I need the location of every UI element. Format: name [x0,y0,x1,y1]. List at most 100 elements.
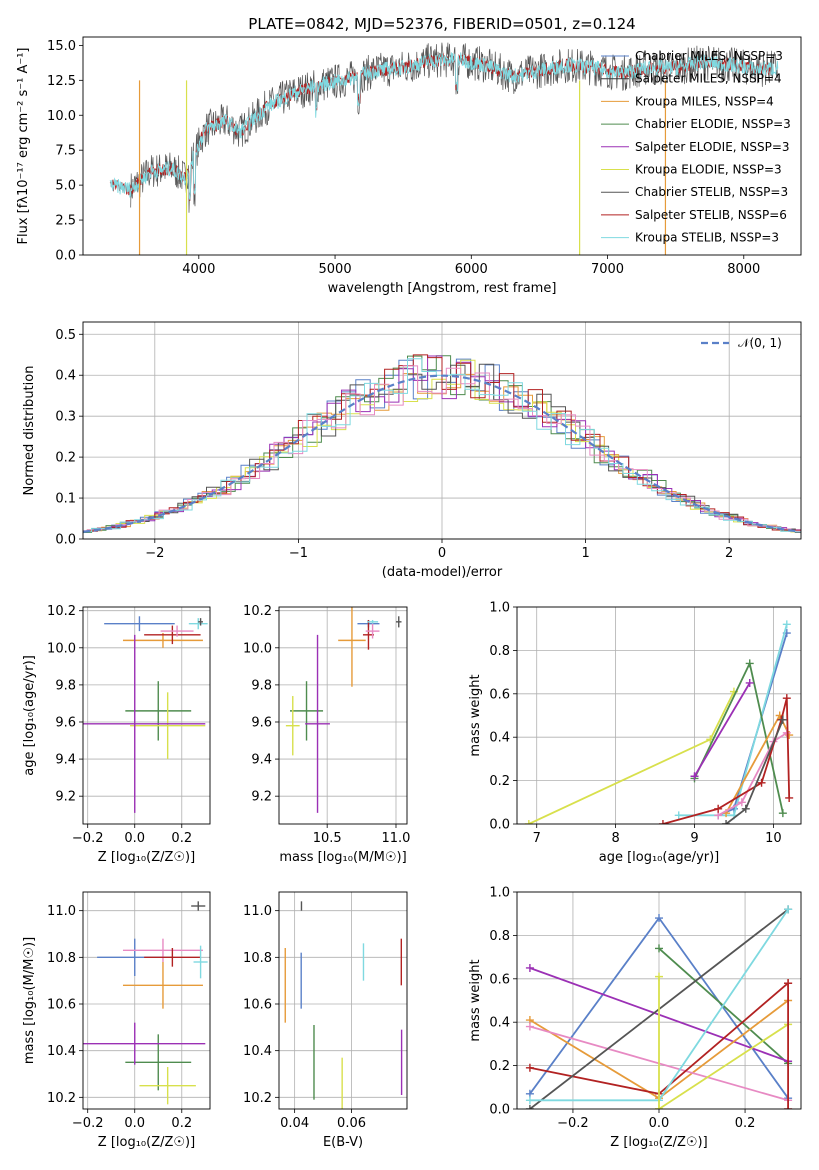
residuals-ytick-label-3: 0.3 [55,410,76,425]
mass-weight-vs-age-marker-8-0 [722,820,731,824]
spectrum-xtick-label-2: 6000 [455,262,488,277]
age-vs-mass-xlabel: mass [log₁₀(M/M☉)] [279,850,406,865]
mass-vs-z-xtick-label-0: −0.2 [72,1116,104,1131]
mass-weight-vs-age-marker-7-0 [658,820,667,824]
spectrum-legend-label-7: Salpeter STELIB, NSSP=6 [635,208,787,222]
age-vs-mass-xtick-label-1: 11.0 [382,831,411,846]
mass-vs-ebv-axes: 0.04 0.06 10.2 10.4 10.6 10.8 11.0 [243,892,407,1131]
spectrum-legend-label-3: Chabrier ELODIE, NSSP=3 [635,117,791,131]
residuals-xtick-label-3: 1 [581,546,589,561]
mass-weight-vs-z-line-8 [658,1023,789,1109]
spectrum-ytick-label-2: 5.0 [55,179,76,194]
spectrum-ytick-label-6: 15.0 [47,39,76,54]
mass-weight-vs-z-axes: −0.2 0.0 0.2 0.0 0.2 0.4 0.6 0.8 1.0 [489,886,801,1131]
mass-weight-vs-age-marker-2-0 [674,811,683,820]
mass-weight-vs-age-marker-0-0 [524,820,533,824]
mass-vs-z-ytick-label-4: 11.0 [47,904,76,919]
mass-weight-vs-age-ylabel: mass weight [468,674,483,756]
age-vs-mass-axes: 10.5 11.0 9.2 9.4 9.6 9.8 10.0 10.2 [243,604,410,846]
residuals-series [83,354,801,534]
mass-weight-vs-z-ytick-label-1: 0.2 [489,1059,510,1074]
residuals-histogram-8 [83,358,801,533]
mass-weight-vs-age-marker-7-2 [757,778,766,787]
mass-weight-vs-age-marker-3-2 [778,809,787,818]
mass-weight-vs-age-ytick-label-2: 0.4 [489,731,510,746]
mass-weight-vs-age-line-0 [528,691,735,824]
mass-vs-z-ytick-label-3: 10.8 [47,951,76,966]
spectrum-axes: 4000 5000 6000 7000 8000 0.0 2.5 5.0 7.5 10.0 12.5… [47,39,760,277]
residuals-xlabel: (data-model)/error [382,565,503,580]
spectrum-series-line-2 [109,52,779,202]
age-vs-mass-xtick-label-0: 10.5 [313,831,342,846]
mass-weight-vs-age-marker-7-5 [785,793,794,802]
age-vs-mass-ytick-label-2: 9.6 [251,715,272,730]
spectrum-legend: Chabrier MILES, NSSP=3 Salpeter MILES, NS… [601,49,791,245]
spectrum-series-line-0 [130,42,778,213]
mass-weight-vs-z-marker-9-1 [655,972,663,981]
mass-weight-vs-age-marker-4-1 [745,678,754,687]
mass-weight-vs-age-marker-2-2 [782,620,791,629]
residuals-histogram-6 [83,354,801,534]
mass-vs-z-ytick-label-0: 10.2 [47,1091,76,1106]
mass-vs-ebv-ytick-label-4: 11.0 [243,904,272,919]
spectrum-xlabel: wavelength [Angstrom, rest frame] [328,281,557,296]
mass-weight-vs-age-line-7 [662,697,791,824]
spectrum-ytick-label-5: 12.5 [47,74,76,89]
mass-weight-vs-age-line-2 [678,624,788,817]
mass-weight-vs-age-line-6 [717,732,788,817]
mass-weight-vs-age-marker-6-1 [737,798,746,807]
mass-weight-vs-age-marker-7-1 [714,804,723,813]
spectrum-legend-label-5: Kroupa ELODIE, NSSP=3 [635,163,782,177]
age-vs-z-xtick-label-2: 0.2 [171,831,192,846]
mass-vs-z-ytick-label-1: 10.4 [47,1044,76,1059]
mass-weight-vs-age-marker-7-4 [782,694,791,703]
spectrum-title: PLATE=0842, MJD=52376, FIBERID=0501, z=0… [248,15,635,33]
age-vs-z-xlabel: Z [log₁₀(Z/Z☉)] [98,850,195,865]
residuals-legend-label: 𝒩(0, 1) [738,336,782,350]
mass-vs-z-axes: −0.2 0.0 0.2 10.2 10.4 10.6 10.8 11.0 [47,892,210,1131]
residuals-xtick-label-0: −2 [145,546,164,561]
age-vs-z-ytick-label-1: 9.4 [55,753,76,768]
mass-weight-vs-z-marker-4-0 [525,1022,534,1031]
mass-weight-vs-z-marker-5-0 [525,1063,534,1072]
spectrum-legend-label-4: Salpeter ELODIE, NSSP=3 [635,140,790,154]
mass-weight-vs-age-ytick-label-1: 0.2 [489,774,510,789]
spectrum-legend-label-8: Kroupa STELIB, NSSP=3 [635,231,779,245]
mass-weight-vs-z-marker-0-1 [655,914,663,923]
mass-weight-vs-z-xtick-label-0: −0.2 [557,1116,589,1131]
mass-vs-ebv-xtick-label-0: 0.04 [280,1116,309,1131]
age-vs-z-ylabel: age [log₁₀(age/yr)] [22,655,37,776]
mass-weight-vs-z-ytick-label-0: 0.0 [489,1103,510,1118]
mass-weight-vs-age-marker-3-1 [745,659,754,668]
mass-weight-vs-age-xtick-label-2: 9 [690,831,698,846]
spectrum-xtick-label-3: 7000 [591,262,624,277]
mass-weight-vs-z-marker-9-0 [655,1105,663,1109]
mass-vs-z-xlabel: Z [log₁₀(Z/Z☉)] [98,1135,195,1150]
mass-weight-vs-z-marker-10-1 [784,979,793,988]
age-vs-z-frame [82,606,211,825]
mass-weight-vs-age-axes: 7 8 9 10 0.0 0.2 0.4 0.6 0.8 1.0 [489,601,801,846]
mass-weight-vs-z-marker-7-2 [784,905,793,914]
residuals-normal-curve [83,374,799,533]
spectrum-frame [82,36,802,256]
mass-weight-vs-age-xlabel: age [log₁₀(age/yr)] [599,850,720,865]
mass-weight-vs-z-xtick-label-1: 0.0 [649,1116,670,1131]
age-vs-mass-frame [278,606,408,825]
mass-vs-z-ytick-label-2: 10.6 [47,998,76,1013]
residuals-xtick-label-2: 0 [438,546,446,561]
age-vs-z-points [83,616,208,813]
mass-weight-vs-z-marker-7-0 [525,1096,534,1105]
mass-weight-vs-age-ytick-label-4: 0.8 [489,644,510,659]
mass-vs-z-ylabel: mass [log₁₀(M/M☉)] [22,937,37,1064]
mass-vs-ebv-points [284,901,403,1109]
mass-weight-vs-z-marker-6-0 [525,1105,534,1109]
mass-weight-vs-age-series [524,620,794,824]
age-vs-z-ytick-label-5: 10.2 [47,604,76,619]
age-vs-mass-ytick-label-5: 10.2 [243,604,272,619]
mass-weight-vs-z-xlabel: Z [log₁₀(Z/Z☉)] [610,1135,707,1150]
mass-weight-vs-z-xtick-label-2: 0.2 [735,1116,756,1131]
age-vs-z-ytick-label-0: 9.2 [55,790,76,805]
residuals-ytick-label-5: 0.5 [55,328,76,343]
mass-weight-vs-z-marker-10-0 [784,1105,793,1109]
mass-vs-ebv-ytick-label-3: 10.8 [243,951,272,966]
